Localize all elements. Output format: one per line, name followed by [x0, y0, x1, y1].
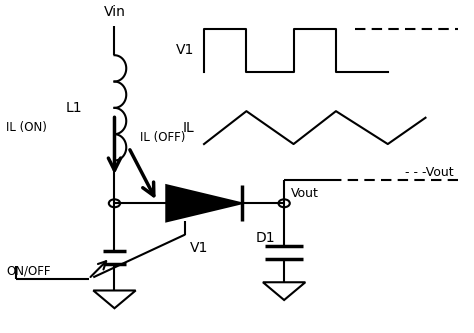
Text: IL (ON): IL (ON) [6, 121, 47, 134]
Text: D1: D1 [256, 231, 275, 245]
Polygon shape [166, 185, 242, 221]
Text: V1: V1 [190, 241, 208, 255]
Text: Vout: Vout [291, 187, 319, 200]
Text: IL (OFF): IL (OFF) [140, 131, 186, 144]
Text: IL: IL [183, 121, 195, 135]
Text: ON/OFF: ON/OFF [6, 264, 51, 277]
Text: V1: V1 [176, 43, 195, 57]
Text: Vin: Vin [103, 5, 126, 19]
Text: - - -Vout: - - -Vout [405, 166, 454, 178]
Text: L1: L1 [66, 101, 83, 115]
